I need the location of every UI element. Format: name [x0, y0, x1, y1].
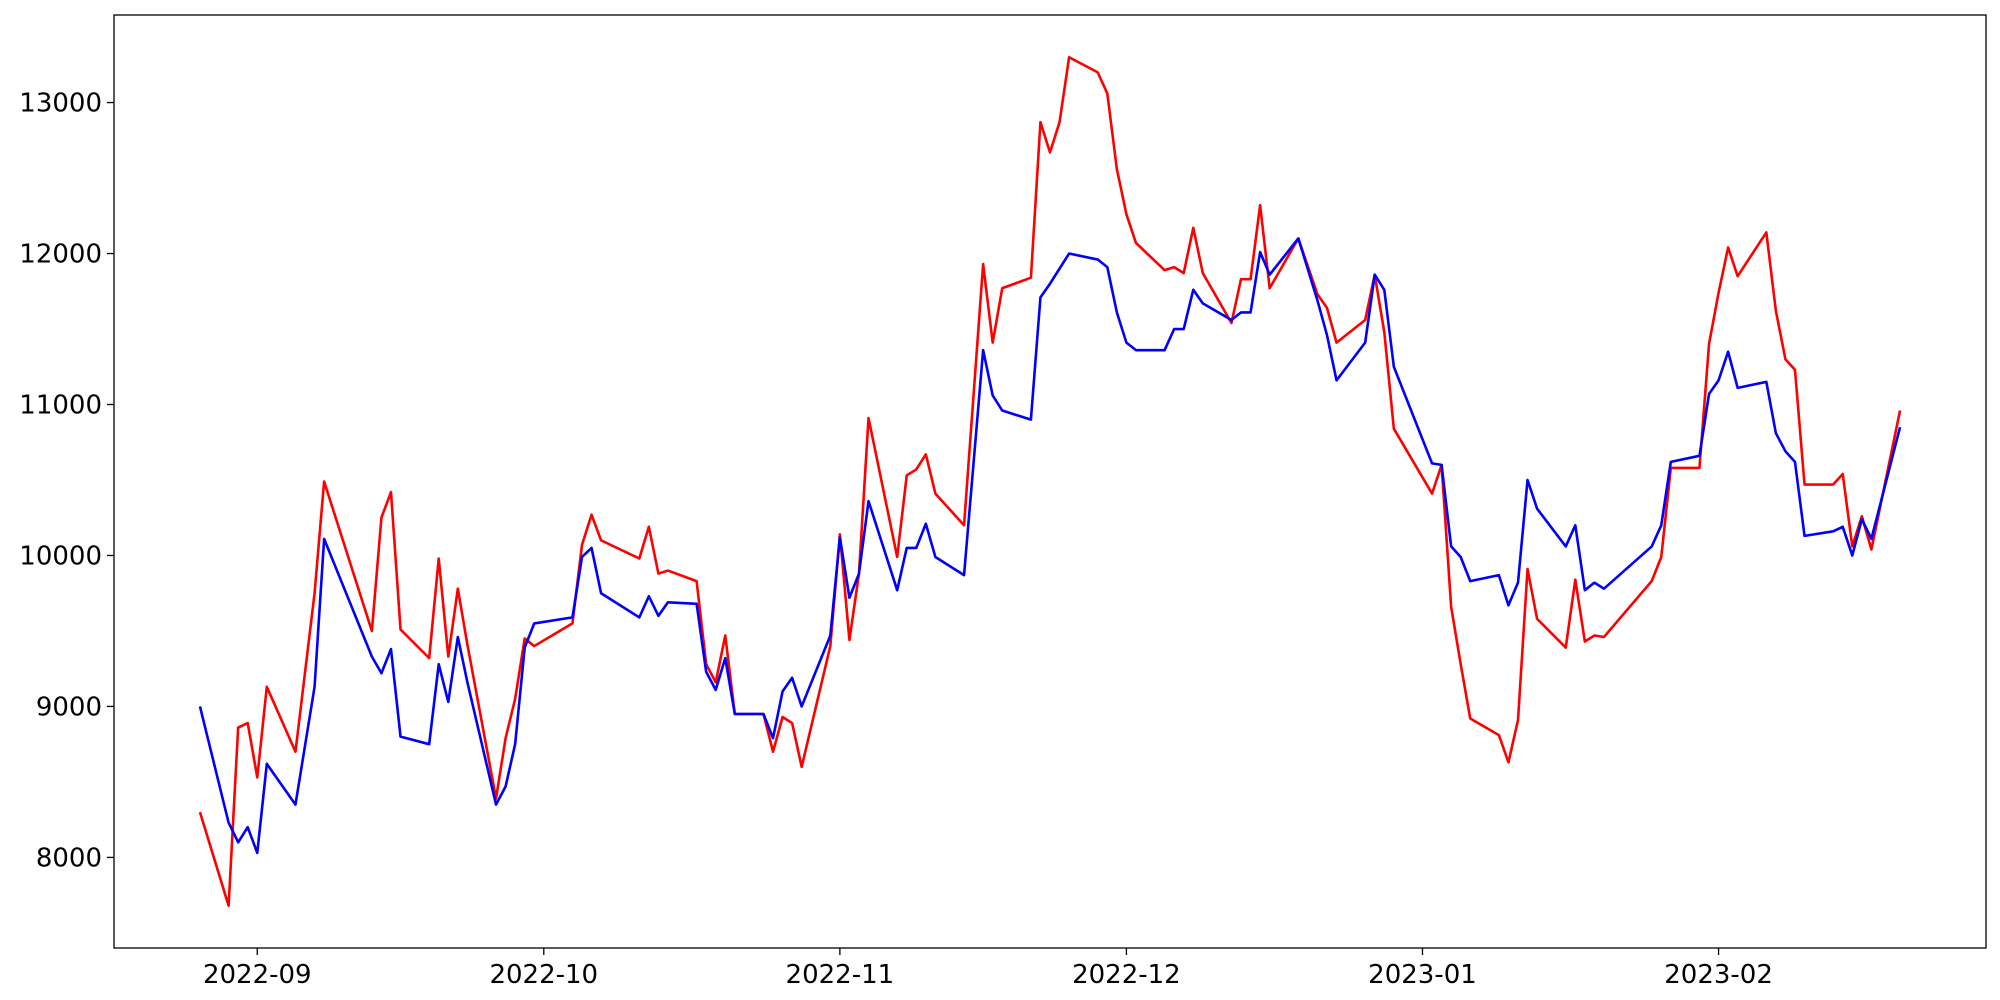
x-tick-label: 2023-01: [1368, 960, 1477, 990]
x-tick-label: 2022-12: [1072, 960, 1181, 990]
y-tick-label: 12000: [19, 240, 102, 270]
series-line: [198, 237, 1902, 855]
x-tick-label: 2022-09: [203, 960, 312, 990]
y-tick-label: 11000: [19, 391, 102, 421]
x-tick-label: 2022-11: [786, 960, 895, 990]
y-tick-label: 9000: [36, 692, 102, 722]
series-line: [198, 55, 1902, 908]
y-tick-label: 10000: [19, 541, 102, 571]
x-tick-label: 2023-02: [1664, 960, 1773, 990]
plot-frame: [113, 14, 1987, 949]
y-tick-label: 8000: [36, 843, 102, 873]
y-tick-label: 13000: [19, 89, 102, 119]
x-tick-label: 2022-10: [489, 960, 598, 990]
